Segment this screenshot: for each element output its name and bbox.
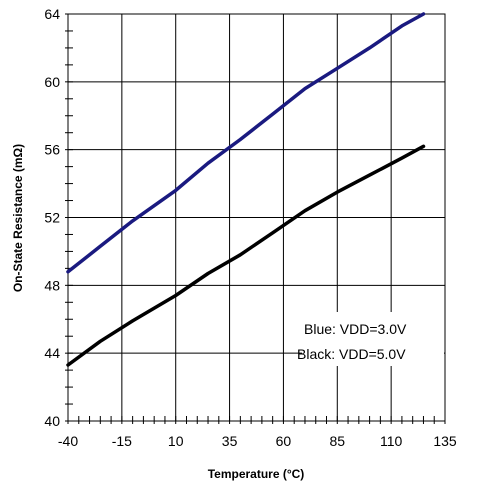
series-line-vdd-3v [66, 12, 426, 274]
x-tick-label: 35 [222, 433, 238, 449]
x-axis-title: Temperature (°C) [208, 467, 305, 481]
y-tick-label: 40 [44, 413, 60, 429]
x-tick-label: 135 [433, 433, 457, 449]
grid [68, 14, 445, 421]
plot-border [67, 13, 446, 422]
legend-entry-blue: Blue: VDD=3.0V [304, 321, 407, 337]
legend-entry-black: Black: VDD=5.0V [297, 346, 406, 362]
legend-box [302, 312, 444, 366]
x-tick-label: 85 [329, 433, 345, 449]
x-tick-label: 110 [380, 433, 403, 449]
y-tick-labels: 40 44 48 52 56 60 64 [44, 6, 60, 429]
y-tick-label: 52 [44, 210, 60, 226]
y-tick-label: 64 [44, 6, 60, 22]
series-group [66, 12, 426, 367]
y-tick-label: 44 [44, 345, 60, 361]
y-tick-label: 48 [44, 277, 60, 293]
x-tick-label: 60 [276, 433, 292, 449]
y-axis-title: On-State Resistance (mΩ) [11, 144, 25, 292]
legend: Blue: VDD=3.0V Black: VDD=5.0V [297, 312, 444, 366]
series-line-vdd-5v [66, 144, 426, 367]
x-tick-label: -40 [58, 433, 78, 449]
y-tick-label: 60 [44, 74, 60, 90]
x-tick-label: -15 [112, 433, 132, 449]
x-tick-label: 10 [168, 433, 184, 449]
y-tick-label: 56 [44, 142, 60, 158]
x-tick-labels: -40 -15 10 35 60 85 110 135 [58, 433, 457, 449]
